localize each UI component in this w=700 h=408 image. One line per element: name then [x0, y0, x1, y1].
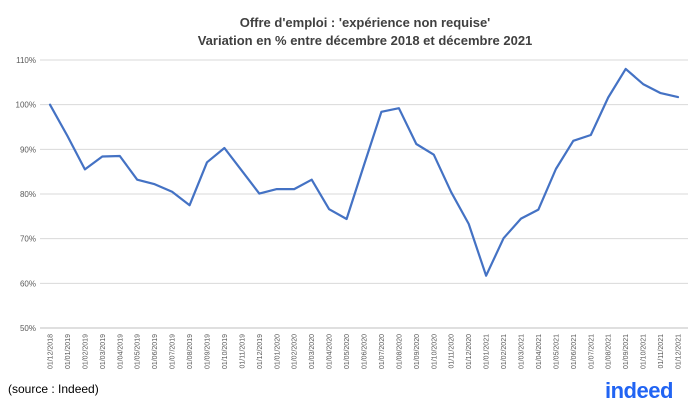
x-tick-label: 01/11/2021	[658, 334, 665, 369]
x-tick-label: 01/06/2020	[362, 334, 369, 369]
x-tick-label: 01/03/2019	[100, 334, 107, 369]
x-tick-label: 01/07/2020	[379, 334, 386, 369]
x-tick-label: 01/02/2020	[292, 334, 299, 369]
y-tick-label: 90%	[20, 145, 36, 154]
series-line	[48, 67, 680, 277]
x-tick-label: 01/11/2020	[449, 334, 456, 369]
x-tick-label: 01/12/2021	[676, 334, 683, 369]
y-tick-label: 60%	[20, 279, 36, 288]
x-tick-label: 01/12/2020	[466, 334, 473, 369]
x-tick-label: 01/03/2020	[309, 334, 316, 369]
x-tick-label: 01/02/2021	[501, 334, 508, 369]
x-tick-label: 01/10/2020	[431, 334, 438, 369]
indeed-logo: indeed	[605, 378, 673, 403]
x-tick-label: 01/06/2019	[152, 334, 159, 369]
x-tick-label: 01/05/2021	[553, 334, 560, 369]
x-tick-label: 01/05/2019	[135, 334, 142, 369]
y-tick-label: 110%	[16, 56, 36, 65]
x-tick-label: 01/01/2021	[484, 334, 491, 369]
x-tick-label: 01/12/2019	[257, 334, 264, 369]
x-tick-label: 01/12/2018	[48, 334, 55, 369]
x-tick-label: 01/09/2020	[414, 334, 421, 369]
x-tick-label: 01/10/2019	[222, 334, 229, 369]
chart-title-line1: Offre d'emploi : 'expérience non requise…	[240, 15, 491, 30]
x-tick-label: 01/04/2021	[536, 334, 543, 369]
x-tick-label: 01/08/2021	[606, 334, 613, 369]
x-tick-label: 01/01/2020	[274, 334, 281, 369]
x-tick-label: 01/06/2021	[571, 334, 578, 369]
x-tick-label: 01/08/2020	[396, 334, 403, 369]
x-tick-label: 01/04/2019	[117, 334, 124, 369]
x-tick-label: 01/10/2021	[641, 334, 648, 369]
y-tick-label: 100%	[16, 101, 36, 110]
y-tick-label: 50%	[20, 324, 36, 333]
x-tick-label: 01/08/2019	[187, 334, 194, 369]
chart-title-line2: Variation en % entre décembre 2018 et dé…	[198, 33, 533, 48]
x-axis-ticks: 01/12/2018 01/01/2019 01/02/2019 01/03/2019…	[48, 334, 683, 369]
x-tick-label: 01/01/2019	[65, 334, 72, 369]
x-tick-label: 01/05/2020	[344, 334, 351, 369]
y-tick-label: 70%	[20, 235, 36, 244]
x-tick-label: 01/04/2020	[327, 334, 334, 369]
x-tick-label: 01/07/2019	[170, 334, 177, 369]
x-tick-label: 01/07/2021	[588, 334, 595, 369]
x-tick-label: 01/03/2021	[519, 334, 526, 369]
y-tick-label: 80%	[20, 190, 36, 199]
x-tick-label: 01/02/2019	[82, 334, 89, 369]
y-axis-ticks: 50% 60% 70% 80% 90% 100% 110%	[16, 56, 36, 333]
source-note: (source : Indeed)	[8, 382, 99, 396]
x-tick-label: 01/11/2019	[239, 334, 246, 369]
x-tick-label: 01/09/2021	[623, 334, 630, 369]
grid-lines	[40, 59, 688, 329]
x-tick-label: 01/09/2019	[205, 334, 212, 369]
